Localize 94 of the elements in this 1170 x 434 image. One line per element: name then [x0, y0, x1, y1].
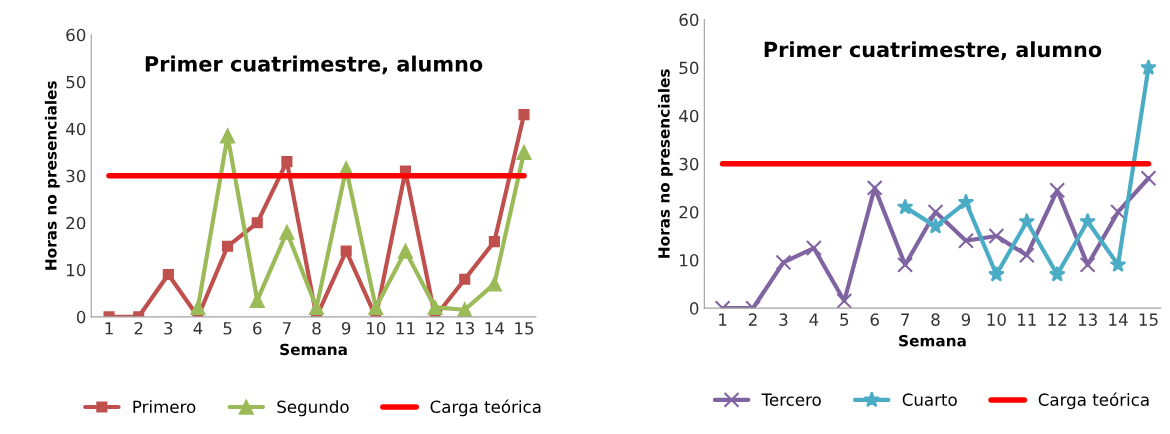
y-tick-label: 50 — [679, 61, 699, 75]
y-tick-label: 20 — [66, 216, 86, 230]
point — [775, 254, 792, 271]
point — [516, 144, 532, 160]
x-tick-label: 10 — [367, 321, 386, 335]
x-tick-label: 1 — [105, 322, 113, 335]
point — [1140, 58, 1157, 75]
point — [1140, 170, 1157, 187]
point — [1079, 256, 1096, 273]
point — [836, 292, 853, 309]
point — [368, 299, 384, 316]
legend-label: Carga teórica — [1038, 392, 1149, 410]
point — [219, 128, 236, 144]
point — [1049, 182, 1066, 199]
y-tick-label: 0 — [76, 310, 86, 324]
point — [222, 240, 234, 252]
x-tick-label: 15 — [1139, 313, 1158, 326]
x-tick-label: 12 — [1048, 313, 1067, 326]
x-tick-label: 6 — [253, 321, 262, 335]
x-tick-label: 3 — [779, 313, 788, 326]
y-tick-label: 40 — [679, 109, 699, 123]
x-tick-label: 14 — [1109, 313, 1128, 326]
point — [1048, 265, 1066, 282]
point — [897, 256, 914, 273]
x-tick-label: 15 — [515, 322, 534, 335]
y-tick-label: 50 — [66, 75, 86, 89]
x-tick-label: 8 — [931, 313, 940, 326]
point — [397, 243, 414, 259]
point — [957, 232, 974, 249]
point — [927, 217, 944, 234]
point — [279, 224, 295, 240]
x-tick-label: 3 — [164, 321, 173, 335]
point — [1018, 247, 1035, 264]
x-tick-label: 2 — [134, 321, 143, 335]
point — [957, 193, 975, 210]
x-tick-label: 13 — [1078, 313, 1097, 326]
legend-label: Tercero — [761, 393, 821, 406]
x-tick-label: 11 — [1018, 313, 1036, 326]
x-tick-label: 14 — [485, 322, 505, 335]
point — [1018, 212, 1036, 229]
point — [988, 228, 1005, 244]
text: Primer cuatrimestre, alumno — [145, 55, 483, 75]
point — [988, 265, 1005, 282]
y-axis-title: Horas no presenciales — [657, 69, 673, 258]
x-tick-label: 9 — [961, 313, 971, 326]
point — [459, 273, 471, 285]
y-tick-label: 10 — [67, 263, 86, 277]
x-axis-title: Semana — [899, 334, 966, 347]
x-tick-label: 7 — [282, 322, 291, 335]
y-tick-label: 60 — [66, 28, 86, 42]
point — [927, 203, 944, 220]
y-tick-label: 10 — [680, 254, 699, 267]
x-tick-label: 2 — [748, 313, 757, 326]
point — [427, 299, 443, 316]
point — [281, 156, 293, 168]
x-tick-label: 4 — [809, 313, 819, 326]
y-tick-label: 30 — [66, 169, 86, 183]
text: Primer cuatrimestre, alumno — [764, 41, 1102, 61]
x-tick-label: 1 — [719, 313, 727, 326]
point — [1109, 256, 1127, 273]
x-tick-label: 5 — [223, 322, 232, 335]
point — [308, 299, 325, 316]
y-axis-title: Horas no presenciales — [44, 81, 60, 270]
x-tick-label: 7 — [901, 313, 909, 326]
legend-label: Carga teórica — [430, 399, 541, 417]
point — [251, 217, 263, 229]
x-tick-label: 9 — [341, 321, 351, 335]
x-tick-label: 12 — [426, 321, 445, 335]
point — [896, 198, 914, 215]
point — [518, 109, 530, 121]
legend-label: Cuarto — [902, 393, 957, 406]
point — [488, 236, 500, 248]
y-tick-label: 40 — [66, 122, 86, 136]
x-tick-label: 6 — [870, 313, 879, 326]
x-tick-label: 13 — [455, 321, 474, 335]
point — [486, 276, 503, 292]
legend-label: Segundo — [277, 400, 349, 417]
point — [340, 245, 352, 257]
x-tick-label: 4 — [193, 322, 203, 335]
point — [162, 268, 174, 281]
point — [866, 179, 883, 196]
y-tick-label: 60 — [679, 13, 699, 27]
point — [190, 299, 206, 316]
y-tick-label: 20 — [679, 205, 699, 219]
y-tick-label: 0 — [689, 302, 699, 315]
y-tick-label: 30 — [679, 157, 699, 171]
point — [1079, 212, 1096, 229]
x-tick-label: 11 — [396, 322, 415, 335]
legend-label: Primero — [133, 400, 196, 414]
x-axis-title: Semana — [280, 343, 347, 356]
x-tick-label: 8 — [312, 321, 321, 335]
point — [805, 240, 822, 256]
x-tick-label: 10 — [987, 313, 1006, 326]
x-tick-label: 5 — [840, 313, 849, 326]
